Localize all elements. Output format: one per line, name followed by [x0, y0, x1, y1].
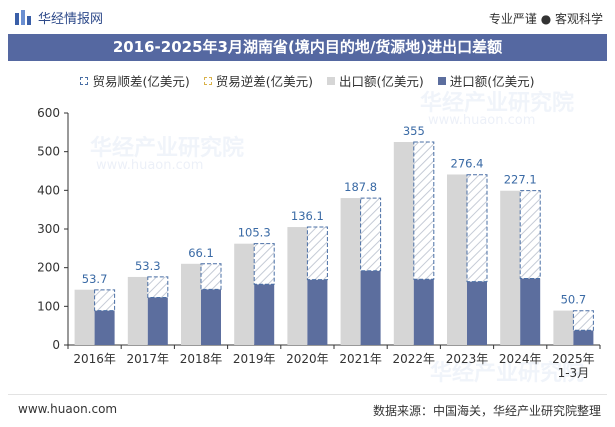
- import-bar: [147, 297, 168, 345]
- legend-item-import: 进口额(亿美元): [437, 71, 535, 90]
- x-tick-label: 2020年: [286, 352, 329, 366]
- legend-swatch-surplus: [80, 76, 89, 85]
- tagline: 专业严谨 ● 客观科学: [488, 12, 603, 26]
- export-bar: [74, 289, 95, 345]
- y-tick-label: 100: [37, 299, 60, 313]
- footer-divider: [8, 394, 607, 395]
- export-bar: [181, 263, 201, 345]
- surplus-data-label: 227.1: [504, 173, 537, 187]
- chart-title: 2016-2025年3月湖南省(境内目的地/货源地)进出口差额: [8, 34, 607, 61]
- footer-url: www.huaon.com: [18, 402, 118, 416]
- watermark-text: 华经产业研究院: [90, 136, 245, 161]
- export-bar: [127, 276, 148, 345]
- legend-item-export: 出口额(亿美元): [327, 71, 424, 90]
- legend-swatch-export: [327, 76, 335, 85]
- surplus-bar: [253, 243, 275, 285]
- x-tick-label: 2024年: [499, 352, 542, 366]
- surplus-bar: [572, 310, 594, 331]
- footer-source: 数据来源：中国海关，华经产业研究院整理: [372, 404, 601, 418]
- legend-swatch-import: [437, 76, 446, 85]
- legend-label-deficit: 贸易逆差(亿美元): [215, 74, 313, 89]
- legend-item-surplus: 贸易顺差(亿美元): [80, 71, 190, 90]
- x-tick-label: 2022年: [393, 352, 436, 366]
- x-tick-label: 2017年: [127, 352, 170, 366]
- import-bar: [413, 279, 434, 345]
- surplus-data-label: 53.3: [135, 259, 161, 273]
- import-bar: [520, 278, 541, 345]
- surplus-bar: [306, 226, 328, 281]
- legend-label-surplus: 贸易顺差(亿美元): [92, 74, 190, 89]
- import-bar: [94, 310, 115, 345]
- surplus-bar: [413, 141, 435, 280]
- surplus-bar: [519, 190, 541, 279]
- surplus-data-label: 50.7: [561, 293, 587, 307]
- import-bar: [201, 289, 221, 345]
- watermark-text: 华经产业研究院: [420, 91, 575, 116]
- x-tick-label: 2023年: [446, 352, 489, 366]
- brand: 华经情报网: [14, 8, 103, 27]
- surplus-data-label: 187.8: [344, 180, 377, 194]
- chart-legend: 贸易顺差(亿美元) 贸易逆差(亿美元) 出口额(亿美元) 进口额(亿美元): [0, 71, 615, 90]
- y-tick-label: 0: [52, 338, 60, 352]
- y-tick-label: 200: [37, 261, 60, 275]
- watermark-text: 华经产业研究院: [430, 361, 585, 386]
- export-bar: [234, 243, 255, 345]
- x-tick-label: 2025年: [552, 352, 595, 366]
- export-bar: [340, 198, 361, 345]
- legend-item-deficit: 贸易逆差(亿美元): [203, 71, 313, 90]
- surplus-bar: [147, 276, 169, 298]
- y-tick-label: 400: [37, 183, 60, 197]
- legend-label-export: 出口额(亿美元): [339, 74, 424, 89]
- surplus-data-label: 276.4: [451, 157, 484, 171]
- y-tick-label: 300: [37, 222, 60, 236]
- surplus-data-label: 66.1: [188, 246, 214, 260]
- x-tick-label: 2016年: [73, 352, 116, 366]
- y-tick-label: 600: [37, 106, 60, 120]
- surplus-data-label: 53.7: [82, 272, 108, 286]
- surplus-data-label: 355: [403, 124, 425, 138]
- export-bar: [553, 310, 574, 345]
- surplus-data-label: 136.1: [291, 209, 324, 223]
- export-bar: [500, 190, 521, 345]
- top-bar: 华经情报网 专业严谨 ● 客观科学: [0, 0, 615, 34]
- import-bar: [573, 330, 594, 345]
- watermark-url: www.huaon.com: [96, 158, 204, 173]
- surplus-bar: [466, 174, 488, 283]
- surplus-data-label: 105.3: [238, 226, 271, 240]
- export-bar: [287, 227, 308, 345]
- export-bar: [447, 174, 467, 345]
- surplus-bar: [360, 197, 382, 272]
- x-tick-label: 2021年: [339, 352, 382, 366]
- import-bar: [360, 270, 381, 345]
- y-tick-label: 500: [37, 145, 60, 159]
- export-bar: [393, 142, 414, 345]
- import-bar: [307, 279, 328, 345]
- import-bar: [467, 281, 487, 345]
- brand-logo-icon: [15, 9, 31, 25]
- surplus-bar: [200, 263, 222, 290]
- legend-swatch-deficit: [203, 76, 212, 85]
- import-bar: [254, 284, 275, 345]
- x-tick-label: 1-3月: [558, 366, 590, 380]
- brand-name: 华经情报网: [38, 12, 104, 27]
- legend-label-import: 进口额(亿美元): [449, 74, 535, 89]
- x-tick-label: 2019年: [233, 352, 276, 366]
- x-tick-label: 2018年: [180, 352, 223, 366]
- surplus-bar: [94, 289, 116, 312]
- watermark-url: www.huaon.com: [428, 113, 536, 128]
